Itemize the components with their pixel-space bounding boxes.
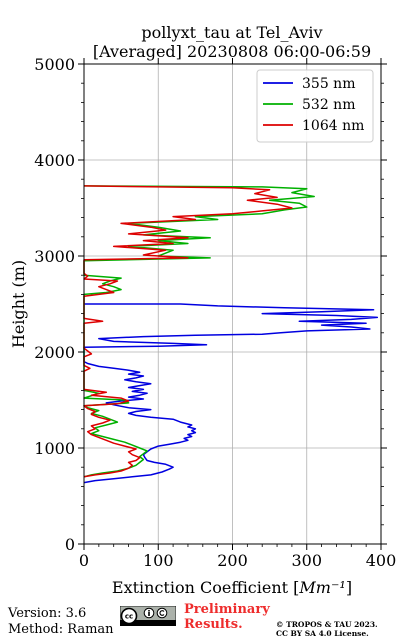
copyright-line-1: © TROPOS & TAU 2023. bbox=[276, 620, 378, 629]
chart-subtitle: [Averaged] 20230808 06:00-06:59 bbox=[93, 42, 371, 61]
cc-license-logo: cc bbox=[120, 606, 176, 626]
version-text: Version: 3.6 bbox=[8, 606, 87, 621]
series-line-2 bbox=[83, 185, 293, 478]
legend-label: 1064 nm bbox=[302, 118, 364, 134]
preliminary-line-1: Preliminary bbox=[184, 602, 270, 617]
y-axis-label: Height (m) bbox=[9, 260, 28, 348]
y-tick-label: 3000 bbox=[34, 247, 75, 266]
legend-label: 532 nm bbox=[302, 97, 355, 113]
method-text: Method: Raman bbox=[8, 622, 114, 637]
legend-box bbox=[256, 69, 374, 143]
x-tick-label: 300 bbox=[291, 551, 322, 570]
y-tick-label: 4000 bbox=[34, 151, 75, 170]
x-tick-label: 400 bbox=[366, 551, 397, 570]
x-tick-label: 100 bbox=[143, 551, 174, 570]
y-tick-label: 0 bbox=[65, 535, 75, 554]
ticks bbox=[78, 58, 387, 550]
x-tick-label: 0 bbox=[79, 551, 89, 570]
y-tick-label: 1000 bbox=[34, 439, 75, 458]
y-tick-label: 5000 bbox=[34, 55, 75, 74]
copyright-text: © TROPOS & TAU 2023. CC BY SA 4.0 Licens… bbox=[276, 620, 378, 638]
x-tick-label: 200 bbox=[217, 551, 248, 570]
y-tick-label: 2000 bbox=[34, 343, 75, 362]
x-axis-label: Extinction Coefficient [Mm⁻¹] bbox=[112, 578, 352, 597]
chart-title: pollyxt_tau at Tel_Aviv bbox=[141, 23, 322, 42]
preliminary-results-label: Preliminary Results. bbox=[184, 602, 270, 632]
copyright-line-2: CC BY SA 4.0 License. bbox=[276, 629, 369, 638]
preliminary-line-2: Results. bbox=[184, 617, 243, 632]
legend-label: 355 nm bbox=[302, 76, 355, 92]
series-line-0 bbox=[83, 303, 379, 484]
svg-text:cc: cc bbox=[125, 613, 133, 621]
legend: 355 nm 532 nm 1064 nm bbox=[256, 69, 374, 143]
